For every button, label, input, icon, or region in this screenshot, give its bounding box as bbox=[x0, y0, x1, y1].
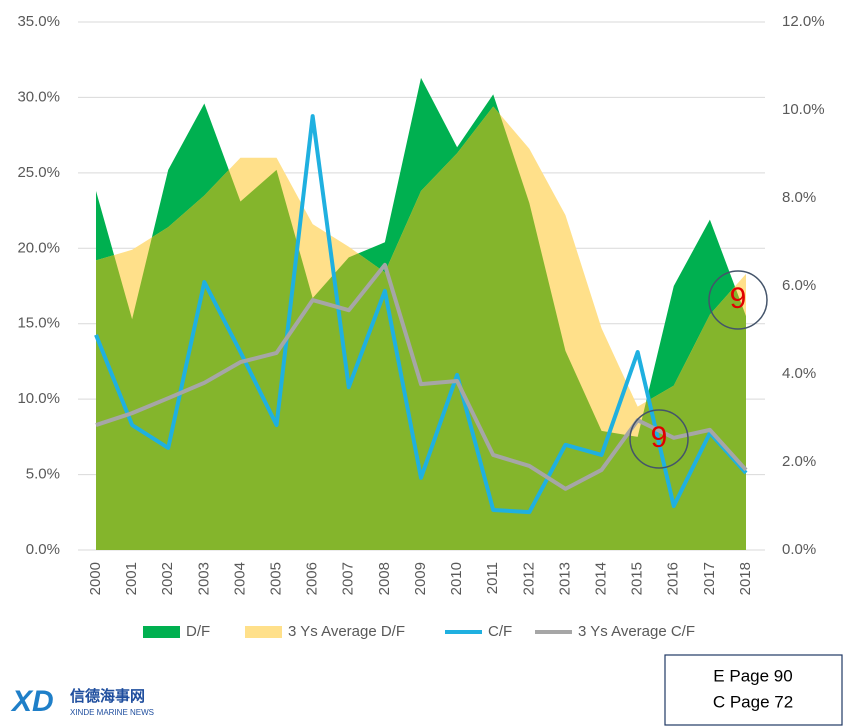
x-tick-label: 2016 bbox=[665, 562, 682, 595]
y2-tick-label: 4.0% bbox=[782, 365, 816, 382]
x-tick-label: 2001 bbox=[123, 562, 140, 595]
x-tick-label: 2002 bbox=[159, 562, 176, 595]
y2-tick-label: 12.0% bbox=[782, 13, 825, 30]
y-tick-label: 20.0% bbox=[17, 239, 60, 256]
y2-tick-label: 0.0% bbox=[782, 541, 816, 558]
overlap-area bbox=[96, 106, 746, 550]
legend-swatch bbox=[245, 626, 282, 638]
y-tick-label: 5.0% bbox=[26, 466, 60, 483]
note-line: C Page 72 bbox=[713, 692, 793, 711]
annotation-circle bbox=[629, 409, 689, 469]
x-tick-label: 2018 bbox=[737, 562, 754, 595]
x-tick-label: 2014 bbox=[593, 562, 610, 595]
legend-label: C/F bbox=[488, 623, 512, 640]
x-tick-label: 2007 bbox=[340, 562, 357, 595]
y2-tick-label: 6.0% bbox=[782, 277, 816, 294]
y-tick-label: 0.0% bbox=[26, 541, 60, 558]
note-line: E Page 90 bbox=[713, 666, 792, 685]
y-tick-label: 25.0% bbox=[17, 164, 60, 181]
y-tick-label: 30.0% bbox=[17, 88, 60, 105]
x-tick-label: 2017 bbox=[701, 562, 718, 595]
line bbox=[94, 114, 748, 515]
annotation-circle bbox=[708, 270, 768, 330]
y2-tick-label: 8.0% bbox=[782, 189, 816, 206]
x-tick-label: 2012 bbox=[520, 562, 537, 595]
legend-swatch bbox=[143, 626, 180, 638]
x-tick-label: 2011 bbox=[484, 562, 501, 594]
x-tick-label: 2010 bbox=[448, 562, 465, 595]
legend-label: 3 Ys Average D/F bbox=[288, 623, 405, 640]
y2-tick-label: 2.0% bbox=[782, 453, 816, 470]
legend-label: D/F bbox=[186, 623, 210, 640]
x-tick-label: 2000 bbox=[87, 562, 104, 595]
logo-cn: 信德海事网 bbox=[70, 687, 145, 705]
y-tick-label: 35.0% bbox=[17, 13, 60, 30]
x-tick-label: 2004 bbox=[231, 562, 248, 595]
x-tick-label: 2015 bbox=[629, 562, 646, 595]
y-tick-label: 10.0% bbox=[17, 390, 60, 407]
annotation-text: 9 bbox=[730, 282, 747, 315]
y-tick-label: 15.0% bbox=[17, 315, 60, 332]
x-tick-label: 2008 bbox=[376, 562, 393, 595]
x-tick-label: 2013 bbox=[556, 562, 573, 595]
x-tick-label: 2009 bbox=[412, 562, 429, 595]
note-box bbox=[664, 654, 843, 726]
annotation-text: 9 bbox=[651, 421, 668, 454]
x-tick-label: 2006 bbox=[304, 562, 321, 595]
logo-en: XINDE MARINE NEWS bbox=[70, 708, 154, 717]
x-tick-label: 2003 bbox=[195, 562, 212, 595]
y2-tick-label: 10.0% bbox=[782, 101, 825, 118]
legend-label: 3 Ys Average C/F bbox=[578, 623, 695, 640]
x-tick-label: 2005 bbox=[268, 562, 285, 595]
logo-mark: XD bbox=[10, 685, 54, 718]
